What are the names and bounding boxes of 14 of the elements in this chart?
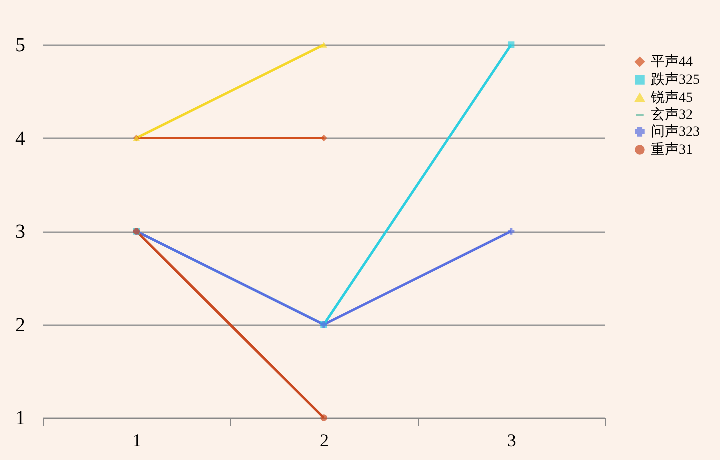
legend-label: 跌声325: [651, 72, 700, 88]
y-tick-label: 5: [16, 34, 26, 56]
x-tick-label: 3: [507, 430, 516, 450]
legend-label: 重声31: [651, 142, 693, 158]
y-tick-label: 3: [16, 221, 26, 243]
x-tick-label: 1: [132, 430, 142, 450]
x-tick-label: 2: [320, 430, 329, 450]
y-tick-label: 4: [16, 128, 26, 150]
y-tick-label: 2: [16, 314, 26, 336]
legend-label: 玄声32: [651, 107, 693, 123]
y-tick-label: 1: [16, 408, 26, 430]
legend-label: 平声44: [651, 54, 693, 70]
legend-label: 锐声45: [650, 90, 693, 106]
legend-label: 问声323: [651, 124, 700, 140]
